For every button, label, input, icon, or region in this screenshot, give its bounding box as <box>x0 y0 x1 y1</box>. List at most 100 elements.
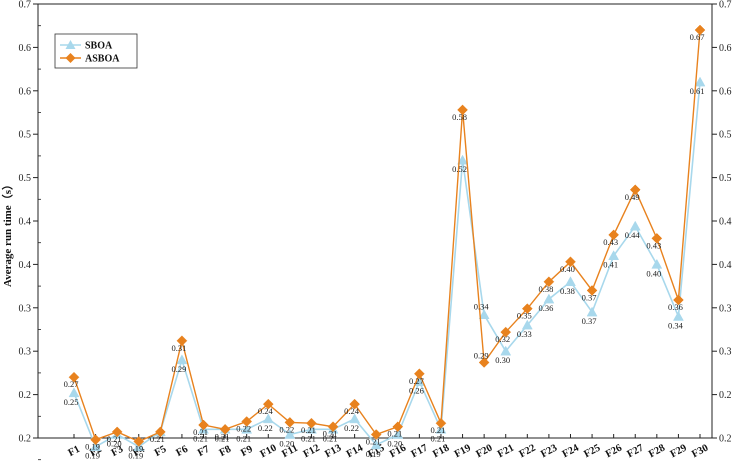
y-tick-label: 0.6 <box>19 86 32 97</box>
y-tick-label: 0.5 <box>19 173 32 184</box>
data-label-sboa: 0.21 <box>215 433 230 443</box>
x-tick-label: F21 <box>496 443 516 461</box>
y-tick-label-right: 0.5 <box>719 130 732 141</box>
series-point-asboa <box>133 436 145 447</box>
data-label-asboa: 0.36 <box>668 302 683 312</box>
y-tick-label-right: 0.6 <box>719 86 732 97</box>
series-point-asboa <box>586 285 598 296</box>
data-label-asboa: 0.37 <box>582 292 597 302</box>
data-label-sboa: 0.25 <box>64 397 79 407</box>
y-tick-label: 0.3 <box>19 347 32 358</box>
series-point-sboa <box>565 276 576 287</box>
data-label-sboa: 0.34 <box>668 320 684 330</box>
series-point-asboa <box>457 104 468 116</box>
x-tick-label: F25 <box>582 443 602 461</box>
x-tick-label: F30 <box>690 443 710 461</box>
series-line-sboa <box>73 82 701 448</box>
y-tick-label-right: 0.3 <box>719 347 732 358</box>
series-point-asboa <box>327 421 339 433</box>
y-tick-label-right: 0.4 <box>719 217 732 228</box>
series-point-asboa <box>111 426 123 438</box>
y-tick-label: 0.3 <box>19 303 32 314</box>
data-label-asboa: 0.19 <box>128 443 143 453</box>
series-point-asboa <box>608 229 620 241</box>
series-point-asboa <box>673 294 684 306</box>
series-point-sboa <box>370 439 382 450</box>
data-label-asboa: 0.21 <box>107 434 122 444</box>
y-tick-label: 0.7 <box>19 0 32 11</box>
series-point-asboa <box>262 398 274 410</box>
series-point-sboa <box>694 76 706 87</box>
data-label-sboa: 0.52 <box>452 164 467 174</box>
data-label-sboa: 0.44 <box>625 230 641 240</box>
series-point-sboa <box>90 441 102 451</box>
y-tick-label: 0.2 <box>19 390 32 401</box>
data-label-asboa: 0.27 <box>409 376 424 386</box>
data-label-sboa: 0.21 <box>323 433 338 443</box>
x-tick-label: F29 <box>669 443 689 461</box>
x-tick-label: F24 <box>561 442 582 460</box>
data-label-sboa: 0.20 <box>107 439 122 449</box>
series-point-asboa <box>90 434 101 446</box>
data-label-asboa: 0.67 <box>690 32 705 42</box>
series-point-asboa <box>370 429 382 440</box>
series-point-asboa <box>241 416 253 427</box>
legend-label: ASBOA <box>85 54 120 65</box>
data-labels-layer: 0.270.250.190.190.210.20 0.190.190.210.31… <box>64 32 705 461</box>
data-label-sboa: 0.19 <box>366 449 381 459</box>
data-label-asboa: 0.43 <box>646 240 661 250</box>
x-tick-label: F2 <box>88 444 103 459</box>
data-label-asboa: 0.21 <box>387 429 402 439</box>
data-label-sboa: 0.40 <box>646 268 661 278</box>
x-tick-label: F20 <box>474 443 494 461</box>
x-tick-label: F26 <box>604 443 624 461</box>
series-line-asboa <box>73 29 701 443</box>
y-tick-label-right: 0.4 <box>719 260 732 271</box>
data-label-sboa: 0.21 <box>431 433 446 443</box>
series-point-sboa <box>651 258 663 269</box>
data-label-asboa: 0.40 <box>560 264 575 274</box>
y-tick-label: 0.2 <box>19 434 32 445</box>
y-tick-label-right: 0.2 <box>719 390 732 401</box>
series-point-asboa <box>414 368 425 380</box>
x-tick-label: F5 <box>153 444 168 459</box>
x-tick-label: F6 <box>174 444 189 459</box>
series-point-sboa <box>392 429 404 439</box>
data-label-sboa: 0.22 <box>258 423 273 433</box>
x-tick-label: F3 <box>110 444 125 459</box>
x-tick-label: F14 <box>345 442 366 460</box>
series-layer <box>68 24 706 451</box>
series-point-asboa <box>521 303 533 315</box>
data-label-asboa: 0.32 <box>495 334 510 344</box>
data-label-sboa: 0.19 <box>85 451 100 461</box>
series-point-asboa <box>349 398 360 410</box>
data-label-asboa: 0.58 <box>452 112 467 122</box>
series-point-asboa <box>565 256 576 268</box>
y-tick-label-right: 0.2 <box>719 434 732 445</box>
data-label-sboa: 0.20 <box>279 439 294 449</box>
series-point-sboa <box>478 309 490 319</box>
data-label-sboa: 0.26 <box>409 386 424 396</box>
series-point-asboa <box>694 24 706 36</box>
x-tick-label: F10 <box>258 443 278 461</box>
data-label-asboa: 0.35 <box>517 311 532 321</box>
x-tick-label: F7 <box>196 444 211 459</box>
y-tick-label: 0.5 <box>19 130 32 141</box>
y-tick-label-right: 0.3 <box>719 303 732 314</box>
x-tick-label: F27 <box>625 443 645 461</box>
data-label-asboa: 0.31 <box>171 343 186 353</box>
series-point-sboa <box>500 345 512 356</box>
x-tick-label: F4 <box>131 443 147 459</box>
y-tick-label: 0.4 <box>19 217 32 228</box>
data-label-asboa: 0.29 <box>474 350 489 360</box>
legend-marker-diamond <box>65 53 76 63</box>
data-label-sboa: 0.19 <box>128 451 143 461</box>
series-point-asboa <box>392 421 404 433</box>
x-tick-label: F23 <box>539 443 559 461</box>
series-point-sboa <box>457 154 468 165</box>
y-tick-label-right: 0.7 <box>719 0 732 11</box>
legend: SBOA ASBOA <box>54 33 138 69</box>
data-label-sboa: 0.21 <box>301 433 316 443</box>
series-point-asboa <box>198 419 209 431</box>
